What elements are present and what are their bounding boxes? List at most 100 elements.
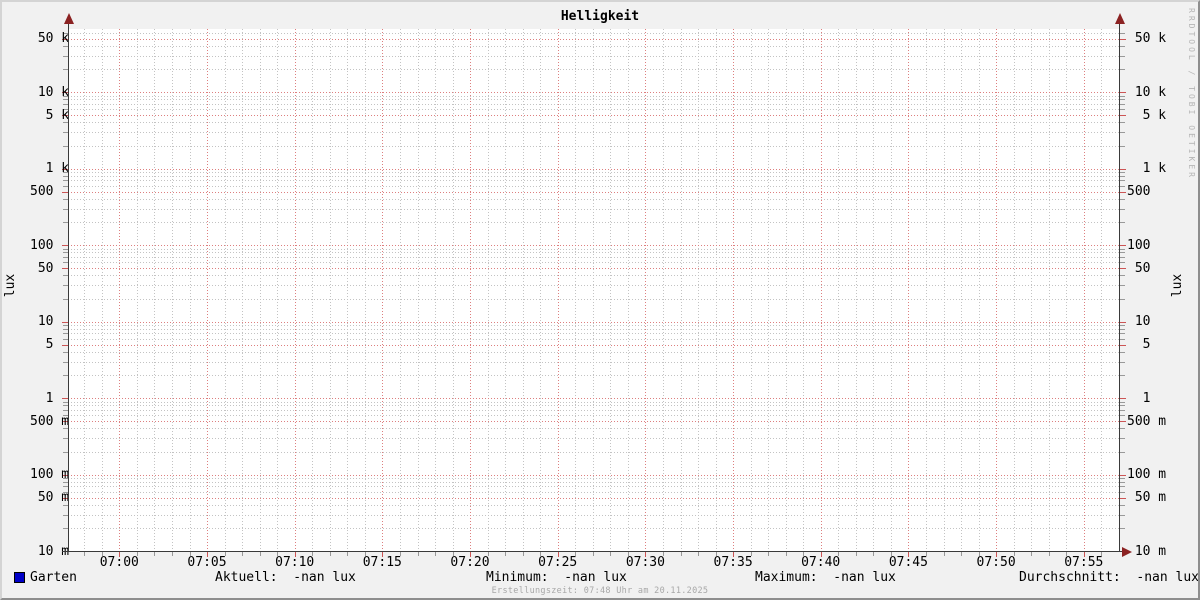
stat-maximum: Maximum: -nan lux — [755, 570, 896, 585]
y-tick-minor-right — [1120, 478, 1125, 479]
x-tick-minor — [540, 552, 542, 556]
x-tick-label: 07:05 — [187, 555, 227, 570]
y-tick-label-left: 10 k — [30, 84, 70, 100]
x-tick-minor — [890, 552, 892, 556]
y-tick-label-right: 50 — [1127, 260, 1151, 276]
x-tick-minor — [855, 552, 857, 556]
x-tick-minor — [154, 552, 156, 556]
y-tick-minor-right — [1120, 248, 1125, 250]
y-tick-label-left: 50 m — [30, 490, 70, 505]
y-tick-minor-right — [1120, 145, 1125, 147]
y-tick-major-right — [1120, 38, 1126, 40]
x-tick-minor — [785, 552, 787, 556]
x-tick-minor — [399, 552, 401, 556]
y-tick-minor-right — [1120, 428, 1125, 430]
y-tick-major-right — [1120, 168, 1126, 170]
x-tick-minor — [347, 552, 349, 556]
x-tick-minor — [610, 552, 612, 556]
y-tick-minor-right — [1120, 333, 1125, 335]
y-tick-minor-right — [1120, 486, 1125, 488]
y-tick-minor-right — [1120, 528, 1125, 529]
y-tick-minor-right — [1120, 375, 1125, 376]
x-tick-major — [733, 552, 735, 557]
y-tick-minor-right — [1120, 175, 1125, 177]
y-tick-label-left: 5 — [30, 337, 54, 352]
y-tick-label-right: 10 m — [1127, 543, 1167, 559]
y-tick-label-left: 1 — [30, 390, 54, 406]
x-tick-major — [557, 552, 559, 557]
x-tick-label: 07:15 — [362, 555, 402, 570]
y-tick-label-left: 500 m — [30, 413, 70, 429]
y-tick-minor-right — [1120, 55, 1125, 57]
x-tick-major — [1083, 552, 1085, 557]
y-tick-major-right — [1120, 268, 1126, 269]
y-tick-major-right — [1120, 474, 1126, 476]
y-tick-major-right — [1120, 92, 1126, 93]
x-tick-label: 07:30 — [625, 555, 665, 570]
x-tick-major — [207, 552, 208, 557]
x-tick-minor — [698, 552, 699, 556]
y-tick-minor-right — [1120, 275, 1125, 277]
y-tick-minor-right — [1120, 338, 1125, 340]
stat-aktuell: Aktuell: -nan lux — [215, 570, 356, 585]
y-tick-label-right: 10 k — [1127, 84, 1167, 100]
y-tick-label-left: 5 k — [30, 107, 70, 123]
y-tick-label-right: 100 m — [1127, 467, 1167, 482]
x-axis — [62, 551, 1123, 552]
y-tick-minor-right — [1120, 285, 1125, 286]
y-axis-right — [1119, 22, 1120, 551]
y-tick-minor-right — [1120, 95, 1125, 97]
y-tick-major-right — [1120, 551, 1126, 552]
x-tick-minor — [329, 552, 331, 556]
y-tick-minor-right — [1120, 45, 1125, 47]
plot-area — [68, 29, 1119, 551]
y-tick-major-right — [1120, 115, 1126, 116]
x-tick-minor — [242, 552, 244, 556]
y-tick-minor-right — [1120, 180, 1125, 182]
y-tick-minor-right — [1120, 32, 1125, 34]
x-tick-label: 07:55 — [1064, 555, 1104, 570]
y-tick-major-right — [1120, 398, 1126, 399]
x-tick-minor — [189, 552, 191, 556]
x-tick-minor — [575, 552, 577, 556]
x-tick-major — [119, 552, 121, 557]
x-tick-minor — [663, 552, 664, 556]
y-tick-label-right: 5 k — [1127, 107, 1167, 123]
stat-minimum: Minimum: -nan lux — [486, 570, 627, 585]
x-tick-minor — [435, 552, 436, 556]
rrdtool-watermark: RRDTOOL / TOBI OETIKER — [1187, 8, 1196, 180]
y-tick-minor-right — [1120, 69, 1125, 70]
y-tick-minor-right — [1120, 328, 1125, 330]
x-tick-major — [996, 552, 998, 557]
x-tick-minor — [768, 552, 770, 556]
x-tick-minor — [84, 552, 86, 556]
y-tick-minor-right — [1120, 109, 1125, 110]
y-tick-label-left: 10 — [30, 314, 54, 329]
y-tick-label-left: 50 — [30, 260, 54, 276]
y-axis-unit-right: lux — [1170, 273, 1186, 298]
y-tick-minor-right — [1120, 172, 1125, 173]
x-tick-label: 07:25 — [538, 555, 578, 570]
y-tick-label-right: 5 — [1127, 337, 1151, 352]
y-tick-label-right: 500 m — [1127, 413, 1167, 429]
y-tick-minor-right — [1120, 252, 1125, 254]
y-tick-major-right — [1120, 191, 1126, 193]
y-tick-label-left: 50 k — [30, 31, 70, 46]
x-tick-minor — [943, 552, 945, 556]
y-tick-minor-right — [1120, 208, 1125, 210]
x-tick-minor — [750, 552, 752, 556]
x-tick-minor — [452, 552, 454, 556]
y-tick-minor-right — [1120, 185, 1125, 187]
x-tick-minor — [224, 552, 226, 556]
y-tick-major-right — [1120, 421, 1126, 422]
y-tick-minor-right — [1120, 481, 1125, 483]
legend-series-label: Garten — [30, 570, 77, 585]
x-tick-minor — [136, 552, 138, 556]
legend-row: Garten Aktuell: -nan lux Minimum: -nan l… — [2, 570, 1198, 585]
x-tick-minor — [873, 552, 875, 556]
x-tick-minor — [627, 552, 629, 556]
y-tick-minor-right — [1120, 514, 1125, 516]
y-tick-label-right: 50 k — [1127, 31, 1167, 46]
y-tick-label-right: 50 m — [1127, 490, 1167, 505]
